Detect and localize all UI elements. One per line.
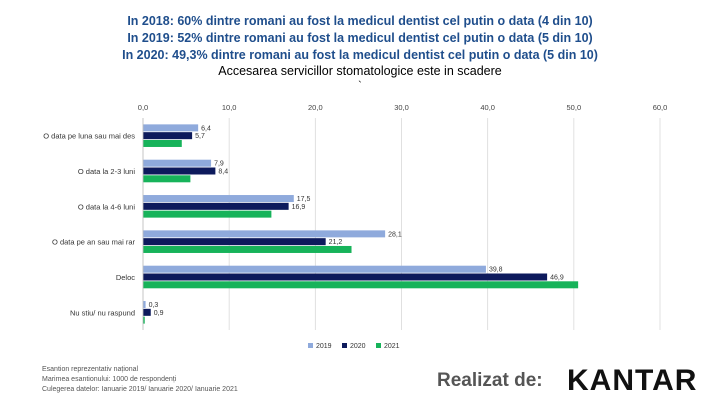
footnote-sample: Esantion reprezentativ național xyxy=(42,366,139,373)
bar-2019 xyxy=(143,124,199,132)
data-label: 16,9 xyxy=(292,204,306,211)
data-label: 28,1 xyxy=(388,231,402,238)
bar-2020 xyxy=(143,273,548,281)
x-tick-label: 20,0 xyxy=(308,103,323,112)
legend-swatch xyxy=(376,343,381,348)
kantar-logo: KANTAR xyxy=(567,364,698,397)
headline-2018: In 2018: 60% dintre romani au fost la me… xyxy=(127,14,593,28)
category-label: Deloc xyxy=(116,273,135,282)
legend-swatch xyxy=(308,343,313,348)
bar-2019 xyxy=(143,230,386,238)
x-tick-label: 0,0 xyxy=(138,103,148,112)
bar-2020 xyxy=(143,167,216,175)
bar-2020 xyxy=(143,238,326,246)
data-label: 5,7 xyxy=(195,133,205,140)
data-label: 17,5 xyxy=(297,196,311,203)
bar-2021 xyxy=(143,245,352,253)
category-label: O data la 2-3 luni xyxy=(78,167,135,176)
headline-2019: In 2019: 52% dintre romani au fost la me… xyxy=(127,31,593,45)
data-label: 7,9 xyxy=(214,161,224,168)
bar-2020 xyxy=(143,132,193,140)
data-label: 39,8 xyxy=(489,267,503,274)
data-label: 6,4 xyxy=(201,125,211,132)
category-label: O data la 4-6 luni xyxy=(78,202,135,211)
category-label: O data pe an sau mai rar xyxy=(52,238,135,247)
x-tick-label: 50,0 xyxy=(567,103,582,112)
bar-2021 xyxy=(143,139,182,147)
legend-label: 2019 xyxy=(316,343,332,350)
footnote-size: Marimea esantionului: 1000 de respondenț… xyxy=(42,376,177,383)
category-label: Nu stiu/ nu raspund xyxy=(70,308,135,317)
bar-2019 xyxy=(143,159,212,167)
legend-swatch xyxy=(342,343,347,348)
bar-2020 xyxy=(143,308,151,316)
bar-2021 xyxy=(143,281,579,289)
data-label: 46,9 xyxy=(550,275,564,282)
headline-mark: ` xyxy=(358,80,362,92)
x-tick-label: 40,0 xyxy=(480,103,495,112)
bar-2021 xyxy=(143,316,145,324)
bar-2019 xyxy=(143,195,294,203)
realizat-label: Realizat de: xyxy=(437,370,543,391)
legend-label: 2020 xyxy=(350,343,366,350)
data-label: 8,4 xyxy=(218,169,228,176)
bar-2021 xyxy=(143,175,191,183)
x-tick-label: 60,0 xyxy=(653,103,668,112)
x-tick-label: 10,0 xyxy=(222,103,237,112)
headline-trend: Accesarea servicillor stomatologice este… xyxy=(218,64,502,78)
x-tick-label: 30,0 xyxy=(394,103,409,112)
data-label: 0,9 xyxy=(154,310,164,317)
bar-2019 xyxy=(143,301,146,309)
footnote-collection: Culegerea datelor: Ianuarie 2019/ Ianuar… xyxy=(42,386,238,393)
bar-2021 xyxy=(143,210,272,218)
legend-label: 2021 xyxy=(384,343,400,350)
data-label: 0,3 xyxy=(149,302,159,309)
headline-2020: In 2020: 49,3% dintre romani au fost la … xyxy=(122,48,598,62)
bar-2020 xyxy=(143,202,289,210)
category-label: O data pe luna sau mai des xyxy=(43,132,135,141)
data-label: 21,2 xyxy=(329,239,343,246)
bar-2019 xyxy=(143,265,486,273)
